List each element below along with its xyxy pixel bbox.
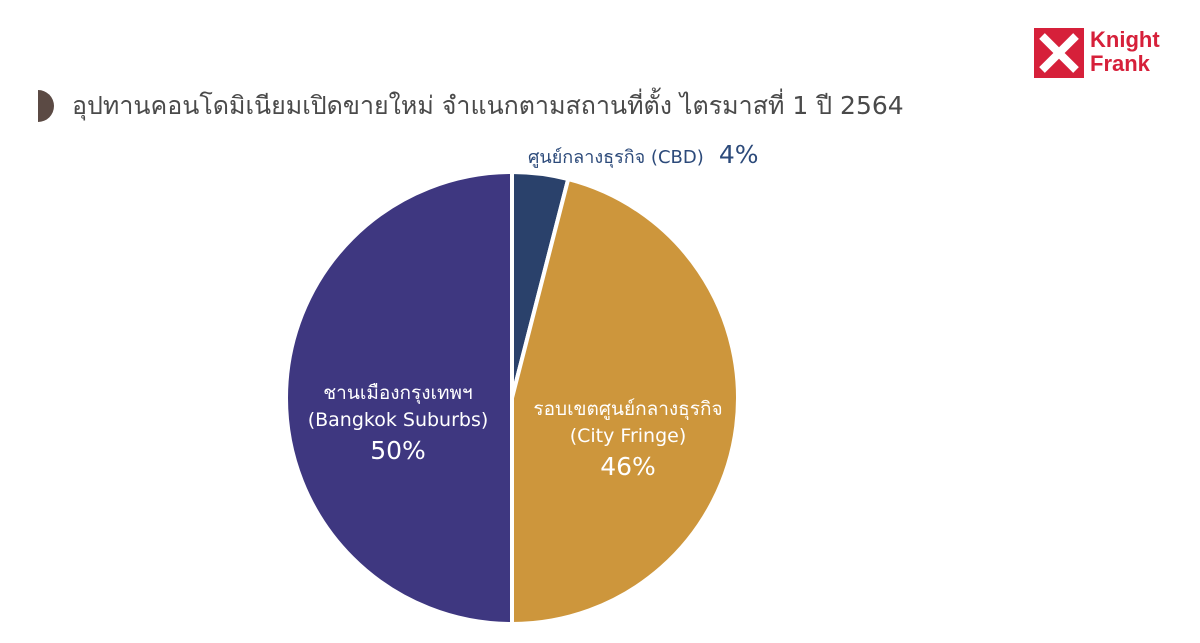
slice-label-city-fringe: รอบเขตศูนย์กลางธุรกิจ (City Fringe) 46% (518, 396, 738, 484)
knight-frank-logo: Knight Frank (1034, 28, 1184, 80)
logo-line-1: Knight (1090, 27, 1160, 52)
slice-label-cbd-name: ศูนย์กลางธุรกิจ (CBD) (528, 147, 704, 168)
slice-label-city-fringe-th: รอบเขตศูนย์กลางธุรกิจ (533, 398, 723, 420)
chart-title: อุปทานคอนโดมิเนียมเปิดขายใหม่ จำแนกตามสถ… (72, 91, 904, 120)
logo-line-2: Frank (1090, 51, 1150, 76)
slice-label-suburbs: ชานเมืองกรุงเทพฯ (Bangkok Suburbs) 50% (285, 380, 511, 468)
knight-frank-logo-mark (1034, 28, 1084, 78)
slice-label-cbd: ศูนย์กลางธุรกิจ (CBD) 4% (528, 140, 759, 171)
pie-slice-city-fringe (510, 177, 740, 626)
slice-label-city-fringe-en: (City Fringe) (569, 425, 687, 447)
slice-label-city-fringe-value: 46% (600, 452, 656, 481)
slice-label-suburbs-value: 50% (370, 436, 426, 465)
half-circle-icon (38, 90, 54, 122)
slice-label-cbd-value: 4% (718, 140, 759, 169)
pie-slice-suburbs (284, 170, 514, 626)
slice-label-suburbs-en: (Bangkok Suburbs) (307, 409, 489, 431)
knight-frank-logo-text: Knight Frank (1090, 28, 1160, 76)
slice-label-suburbs-th: ชานเมืองกรุงเทพฯ (323, 382, 473, 404)
